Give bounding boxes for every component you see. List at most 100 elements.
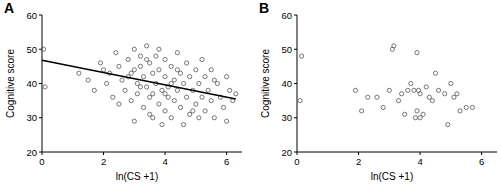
point — [132, 47, 136, 51]
point — [175, 68, 179, 72]
point — [135, 92, 139, 96]
point — [129, 71, 133, 75]
point — [163, 92, 167, 96]
point — [375, 95, 379, 99]
point — [400, 92, 404, 96]
point — [449, 81, 453, 85]
x-tick — [103, 152, 104, 155]
point — [396, 99, 400, 103]
y-tick-label: 50 — [26, 44, 37, 55]
point — [86, 78, 90, 82]
point — [188, 112, 192, 116]
point — [446, 123, 450, 127]
point — [225, 75, 229, 79]
point — [148, 95, 152, 99]
point — [169, 64, 173, 68]
point — [197, 116, 201, 120]
point — [234, 92, 238, 96]
point — [381, 105, 385, 109]
y-tick — [294, 49, 297, 50]
point — [209, 99, 213, 103]
y-axis-title: Cognitive score — [260, 49, 271, 118]
y-tick-label: 40 — [26, 78, 37, 89]
point — [132, 68, 136, 72]
point — [160, 123, 164, 127]
point — [215, 81, 219, 85]
point — [117, 64, 121, 68]
point — [172, 99, 176, 103]
figure: ACognitive scoreln(CS +1)20304050600246B… — [0, 0, 500, 185]
point — [430, 99, 434, 103]
plot-area — [298, 44, 475, 127]
point — [141, 75, 145, 79]
point — [129, 99, 133, 103]
panel-label: A — [4, 0, 14, 16]
point — [366, 95, 370, 99]
point — [120, 78, 124, 82]
point — [117, 102, 121, 106]
plot-area — [41, 44, 238, 127]
point — [300, 54, 304, 58]
point — [194, 68, 198, 72]
point — [169, 116, 173, 120]
y-tick-label: 20 — [26, 147, 37, 158]
x-axis — [42, 152, 242, 153]
y-tick-label: 60 — [26, 10, 37, 21]
point — [360, 109, 364, 113]
x-tick — [358, 152, 359, 155]
x-tick-label: 4 — [417, 156, 422, 167]
point — [138, 64, 142, 68]
panel: ACognitive scoreln(CS +1)20304050600246 — [4, 0, 242, 182]
point — [163, 109, 167, 113]
point — [43, 85, 47, 89]
x-axis-title: ln(CS +1) — [116, 171, 159, 182]
y-tick-label: 30 — [281, 112, 292, 123]
point — [403, 112, 407, 116]
point — [148, 112, 152, 116]
y-tick-label: 20 — [281, 147, 292, 158]
point — [298, 99, 302, 103]
point — [212, 78, 216, 82]
point — [436, 88, 440, 92]
point — [191, 109, 195, 113]
point — [151, 116, 155, 120]
point — [413, 116, 417, 120]
x-tick — [297, 152, 298, 155]
point — [409, 81, 413, 85]
panel-label: B — [259, 0, 269, 16]
point — [424, 85, 428, 89]
point — [443, 92, 447, 96]
y-tick-label: 60 — [281, 10, 292, 21]
point — [157, 102, 161, 106]
point — [209, 68, 213, 72]
point — [111, 95, 115, 99]
point — [92, 88, 96, 92]
y-tick — [294, 83, 297, 84]
x-axis — [297, 152, 497, 153]
point — [203, 75, 207, 79]
point — [433, 71, 437, 75]
point — [178, 71, 182, 75]
x-axis-title: ln(CS +1) — [371, 171, 414, 182]
x-tick-label: 2 — [101, 156, 106, 167]
point — [175, 88, 179, 92]
panel: BCognitive scoreln(CS +1)20304050600246 — [259, 0, 497, 182]
point — [228, 88, 232, 92]
point — [415, 51, 419, 55]
point — [185, 95, 189, 99]
point — [166, 95, 170, 99]
x-tick — [226, 152, 227, 155]
point — [135, 81, 139, 85]
regression-line — [42, 60, 236, 99]
point — [203, 109, 207, 113]
point — [458, 109, 462, 113]
point — [418, 92, 422, 96]
y-tick-label: 40 — [281, 78, 292, 89]
point — [132, 119, 136, 123]
point — [181, 123, 185, 127]
x-tick-label: 4 — [162, 156, 167, 167]
point — [197, 81, 201, 85]
point — [148, 61, 152, 65]
point — [175, 51, 179, 55]
point — [418, 116, 422, 120]
